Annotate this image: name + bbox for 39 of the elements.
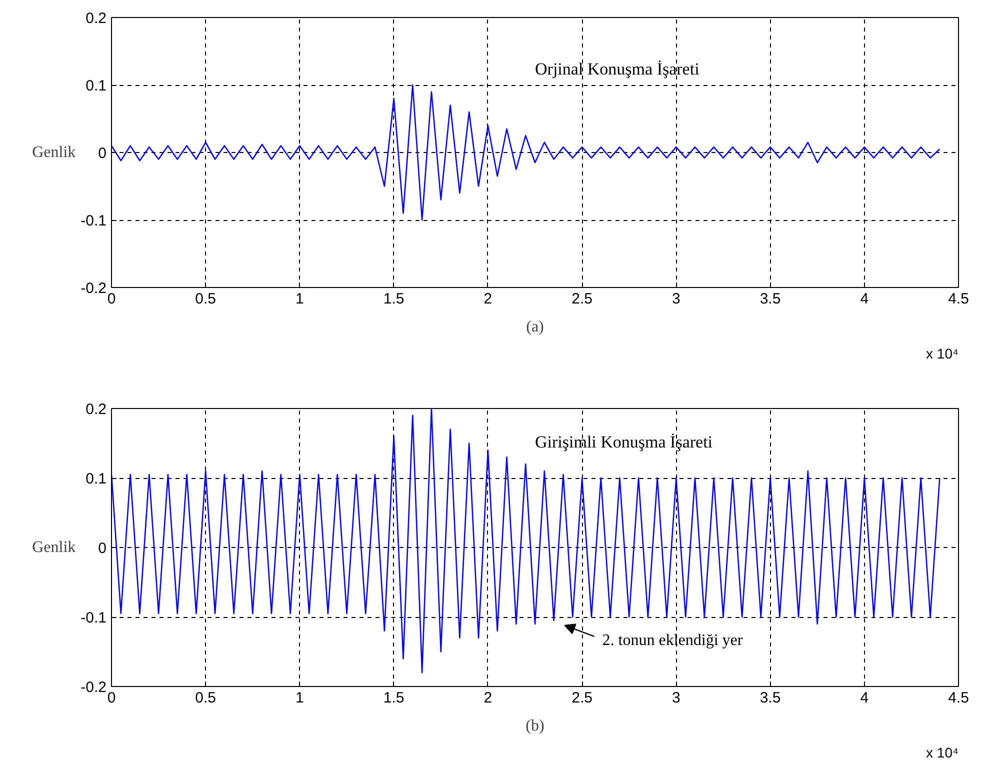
line-series bbox=[112, 408, 940, 674]
x-axis-title: (b) bbox=[526, 718, 544, 734]
y-tick-label: 0.1 bbox=[86, 78, 107, 94]
text: x 10⁴ bbox=[926, 346, 959, 362]
x-tick-label: 1 bbox=[296, 690, 304, 706]
y-tick-label: -0.2 bbox=[80, 280, 107, 297]
x-tick-label: 3.5 bbox=[760, 690, 781, 706]
x-tick-label: 3.5 bbox=[760, 290, 781, 308]
y-tick-label: 0.1 bbox=[86, 470, 107, 488]
x-tick-label: 1.5 bbox=[383, 690, 404, 706]
x-tick-label: 2 bbox=[484, 290, 492, 308]
x-axis-title: (a) bbox=[526, 318, 544, 336]
y-tick-label: 0.2 bbox=[86, 10, 107, 27]
y-axis-title: Genlik bbox=[32, 539, 76, 556]
x-tick-label: 2 bbox=[484, 690, 492, 706]
y-tick-label: 0.2 bbox=[86, 401, 107, 418]
x-tick-label: 2.5 bbox=[572, 690, 592, 706]
annotation: Girişimli Konuşma İşareti bbox=[535, 432, 713, 452]
y-tick-label: -0.1 bbox=[80, 610, 107, 626]
x-tick-label: 0.5 bbox=[195, 290, 216, 308]
x-tick-label: 3 bbox=[672, 690, 680, 706]
text: x 10⁴ bbox=[926, 744, 959, 760]
y-tick-label: 0 bbox=[98, 145, 106, 162]
y-tick-label: -0.1 bbox=[80, 212, 107, 230]
y-tick-label: 0 bbox=[98, 540, 106, 557]
x-tick-label: 4.5 bbox=[948, 290, 969, 308]
x-tick-label: 4 bbox=[860, 690, 869, 706]
line-series bbox=[112, 84, 940, 221]
annotation: 2. tonun eklendiği yer bbox=[602, 632, 744, 649]
y-tick-label: -0.2 bbox=[80, 679, 107, 696]
y-axis-title: Genlik bbox=[32, 144, 76, 161]
x-tick-label: 2.5 bbox=[572, 290, 592, 308]
x-tick-label: 4 bbox=[860, 290, 869, 308]
x-tick-label: 1.5 bbox=[383, 290, 404, 308]
annotation: Orjinal Konuşma İşareti bbox=[535, 59, 700, 78]
x-tick-label: 3 bbox=[672, 290, 680, 308]
x-tick-label: 1 bbox=[296, 290, 304, 308]
x-tick-label: 0.5 bbox=[195, 690, 216, 706]
x-tick-label: 4.5 bbox=[948, 690, 969, 706]
